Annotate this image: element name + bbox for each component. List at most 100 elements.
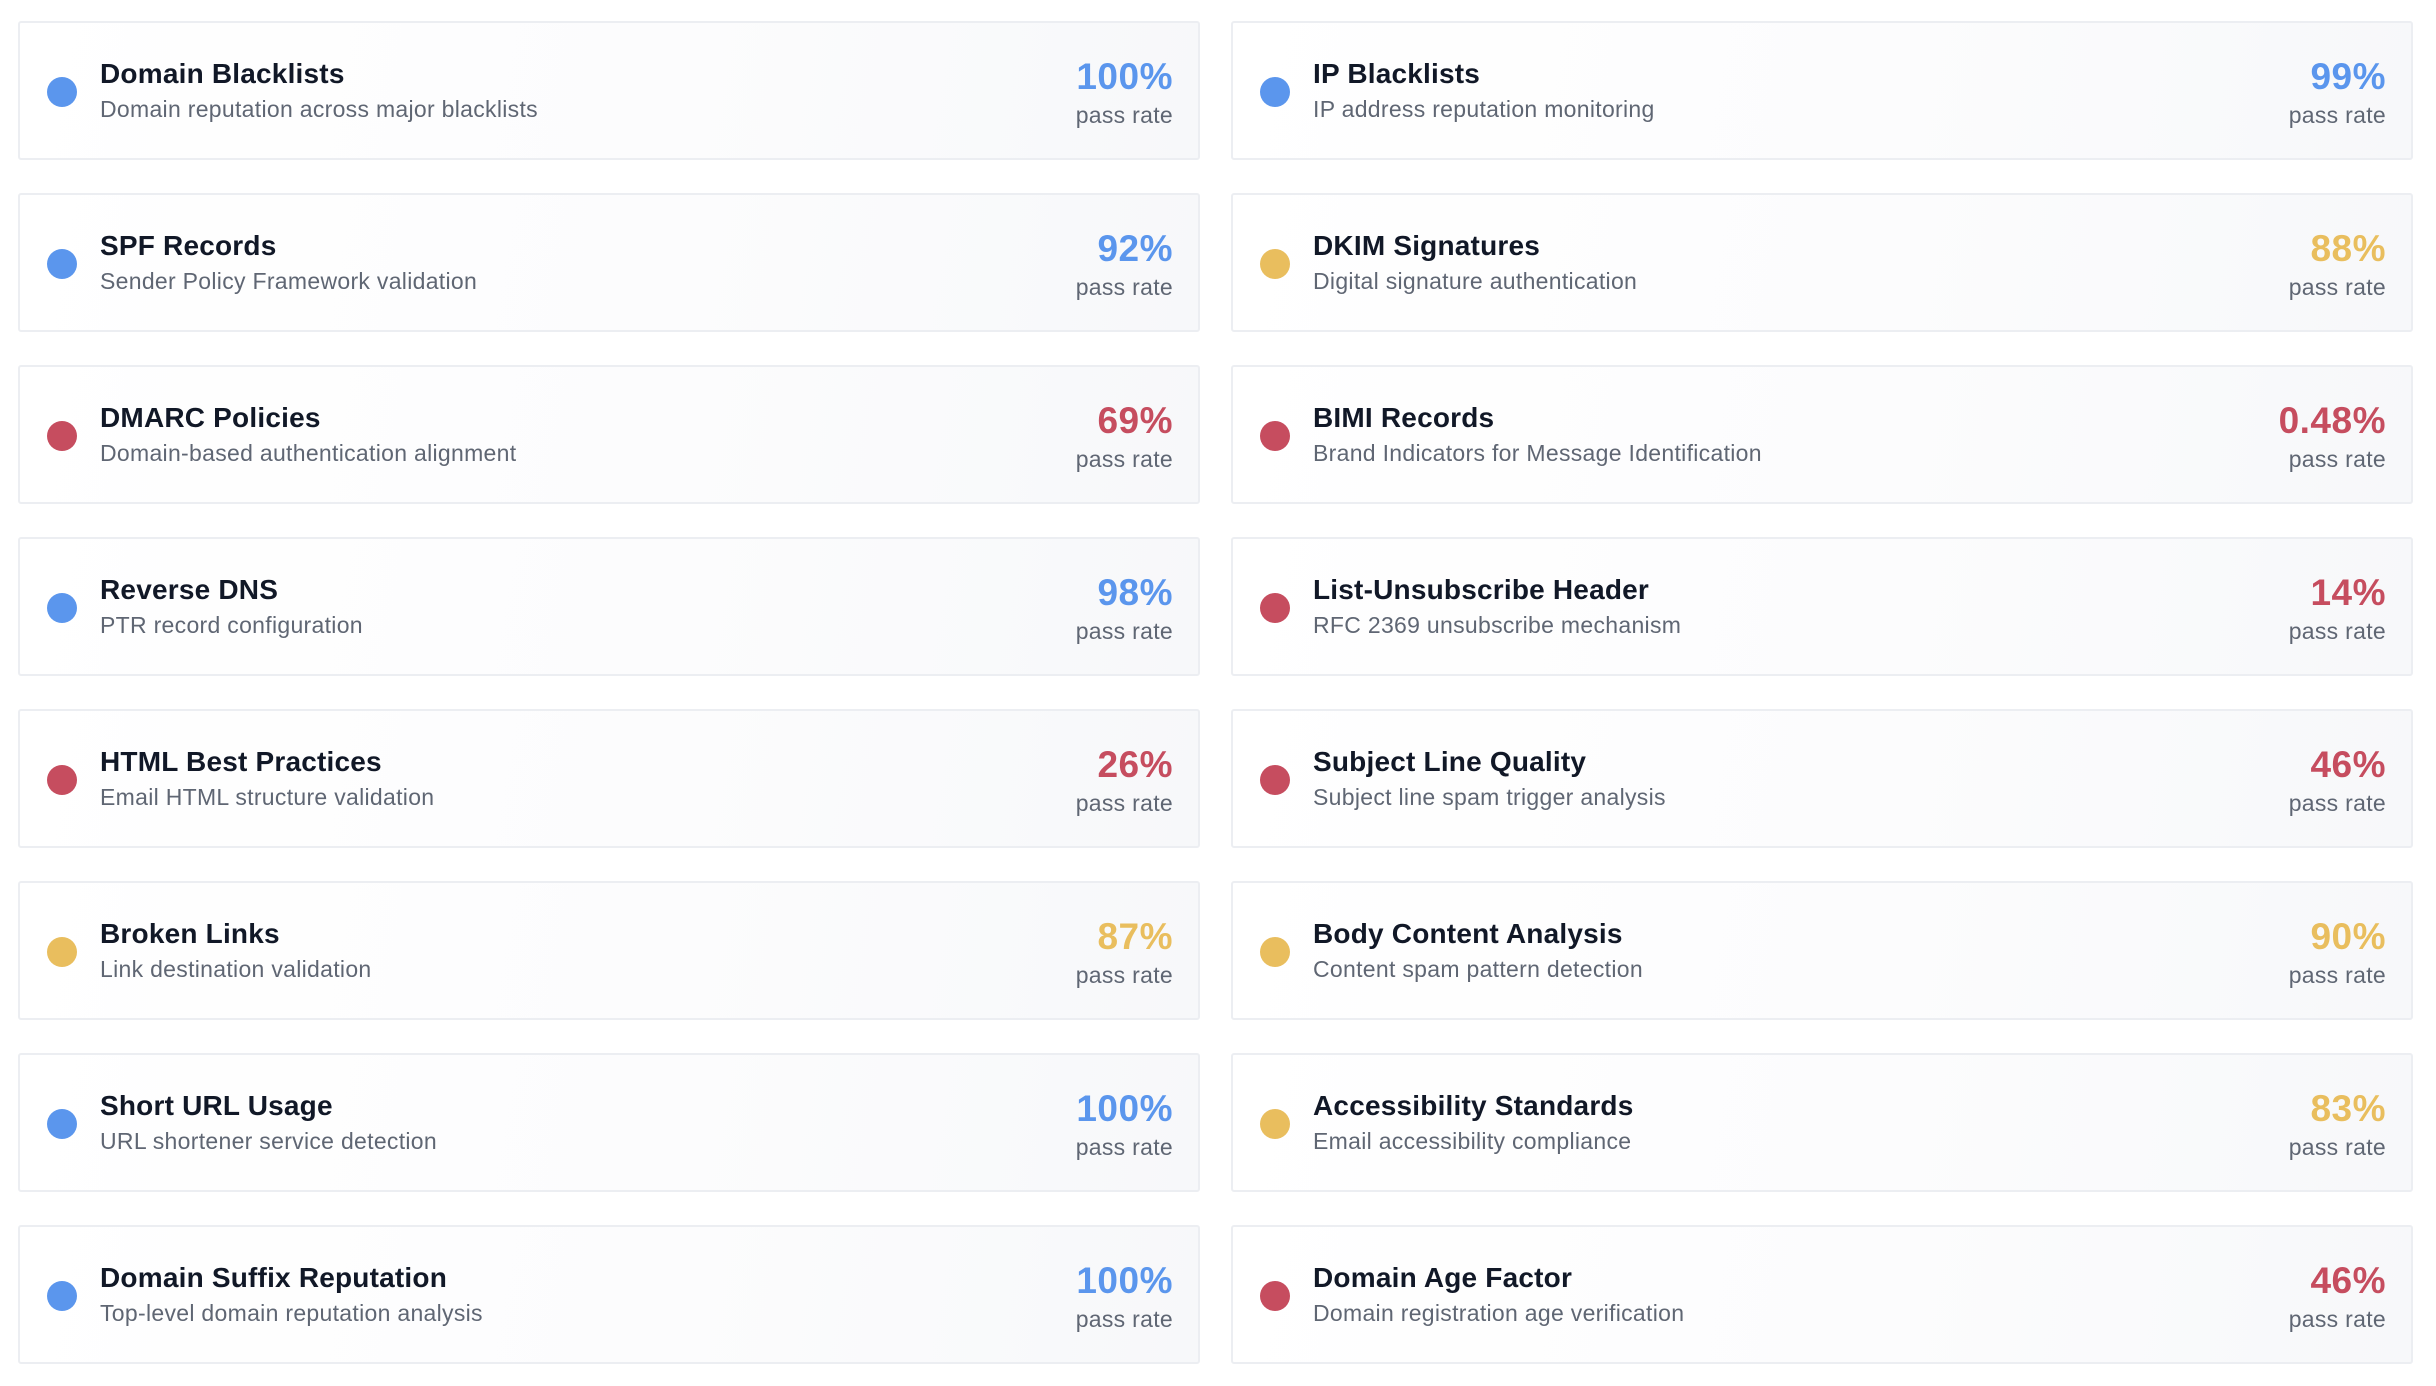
check-card[interactable]: Broken Links Link destination validation… — [18, 881, 1200, 1020]
check-metric: 46% pass rate — [2289, 1260, 2386, 1334]
pass-rate-label: pass rate — [1075, 101, 1173, 128]
pass-rate-label: pass rate — [1075, 1305, 1173, 1332]
status-dot-icon — [1260, 248, 1290, 279]
pass-rate-value: 99% — [2310, 55, 2386, 97]
status-dot-icon — [1260, 1280, 1290, 1311]
check-title: BIMI Records — [1313, 401, 1495, 433]
pass-rate-value: 0.48% — [2278, 399, 2386, 441]
check-card[interactable]: Reverse DNS PTR record configuration 98%… — [18, 537, 1200, 676]
check-text-group: HTML Best Practices Email HTML structure… — [100, 745, 1076, 813]
check-card[interactable]: Body Content Analysis Content spam patte… — [1231, 881, 2413, 1020]
check-description: RFC 2369 unsubscribe mechanism — [1313, 611, 1682, 638]
pass-rate-value: 83% — [2310, 1087, 2386, 1129]
status-dot-icon — [47, 764, 77, 795]
check-card[interactable]: Accessibility Standards Email accessibil… — [1231, 1053, 2413, 1192]
pass-rate-value: 98% — [1097, 571, 1173, 613]
check-description: Subject line spam trigger analysis — [1313, 783, 1666, 810]
check-metric: 90% pass rate — [2289, 916, 2386, 990]
check-metric: 100% pass rate — [1076, 1260, 1173, 1334]
pass-rate-value: 100% — [1076, 1259, 1173, 1301]
status-dot-icon — [1260, 420, 1290, 451]
check-description: Domain-based authentication alignment — [100, 439, 517, 466]
pass-rate-value: 26% — [1097, 743, 1173, 785]
check-card[interactable]: DMARC Policies Domain-based authenticati… — [18, 365, 1200, 504]
pass-rate-value: 92% — [1097, 227, 1173, 269]
status-dot-icon — [1260, 76, 1290, 107]
check-title: Subject Line Quality — [1313, 745, 1587, 777]
status-dot-icon — [1260, 1108, 1290, 1139]
check-metric: 26% pass rate — [1076, 744, 1173, 818]
status-dot-icon — [47, 1108, 77, 1139]
check-metric: 87% pass rate — [1076, 916, 1173, 990]
check-card[interactable]: List-Unsubscribe Header RFC 2369 unsubsc… — [1231, 537, 2413, 676]
status-dot-icon — [47, 76, 77, 107]
status-dot-icon — [1260, 936, 1290, 967]
status-dot-icon — [47, 1280, 77, 1311]
check-text-group: Body Content Analysis Content spam patte… — [1313, 917, 2289, 985]
status-dot-icon — [47, 248, 77, 279]
check-card[interactable]: BIMI Records Brand Indicators for Messag… — [1231, 365, 2413, 504]
check-text-group: IP Blacklists IP address reputation moni… — [1313, 57, 2289, 125]
check-title: Reverse DNS — [100, 573, 279, 605]
check-card[interactable]: Short URL Usage URL shortener service de… — [18, 1053, 1200, 1192]
check-title: DMARC Policies — [100, 401, 321, 433]
check-card[interactable]: HTML Best Practices Email HTML structure… — [18, 709, 1200, 848]
check-description: Email accessibility compliance — [1313, 1127, 1632, 1154]
check-title: IP Blacklists — [1313, 57, 1481, 89]
pass-rate-value: 46% — [2310, 1259, 2386, 1301]
check-metric: 92% pass rate — [1076, 228, 1173, 302]
check-description: Content spam pattern detection — [1313, 955, 1643, 982]
pass-rate-label: pass rate — [1075, 617, 1173, 644]
check-description: Brand Indicators for Message Identificat… — [1313, 439, 1762, 466]
check-metric: 0.48% pass rate — [2279, 400, 2386, 474]
check-metric: 100% pass rate — [1076, 56, 1173, 130]
pass-rate-value: 100% — [1076, 55, 1173, 97]
pass-rate-label: pass rate — [2288, 101, 2386, 128]
check-description: Digital signature authentication — [1313, 267, 1638, 294]
check-title: DKIM Signatures — [1313, 229, 1541, 261]
check-text-group: Reverse DNS PTR record configuration — [100, 573, 1076, 641]
check-metric: 99% pass rate — [2289, 56, 2386, 130]
pass-rate-value: 69% — [1097, 399, 1173, 441]
check-description: IP address reputation monitoring — [1313, 95, 1655, 122]
check-metric: 46% pass rate — [2289, 744, 2386, 818]
pass-rate-value: 88% — [2310, 227, 2386, 269]
check-card[interactable]: Domain Suffix Reputation Top-level domai… — [18, 1225, 1200, 1364]
check-title: SPF Records — [100, 229, 277, 261]
check-description: URL shortener service detection — [100, 1127, 437, 1154]
check-title: Domain Blacklists — [100, 57, 345, 89]
check-title: Body Content Analysis — [1313, 917, 1623, 949]
check-text-group: DKIM Signatures Digital signature authen… — [1313, 229, 2289, 297]
pass-rate-label: pass rate — [2288, 1133, 2386, 1160]
pass-rate-label: pass rate — [1075, 273, 1173, 300]
check-card[interactable]: Domain Age Factor Domain registration ag… — [1231, 1225, 2413, 1364]
check-title: Accessibility Standards — [1313, 1089, 1634, 1121]
check-description: Sender Policy Framework validation — [100, 267, 478, 294]
check-title: Domain Suffix Reputation — [100, 1261, 448, 1293]
check-card[interactable]: Domain Blacklists Domain reputation acro… — [18, 21, 1200, 160]
pass-rate-value: 46% — [2310, 743, 2386, 785]
pass-rate-value: 100% — [1076, 1087, 1173, 1129]
status-dot-icon — [47, 936, 77, 967]
check-title: List-Unsubscribe Header — [1313, 573, 1650, 605]
status-dot-icon — [47, 592, 77, 623]
check-description: Link destination validation — [100, 955, 372, 982]
check-metric: 69% pass rate — [1076, 400, 1173, 474]
pass-rate-label: pass rate — [1075, 961, 1173, 988]
check-description: Email HTML structure validation — [100, 783, 435, 810]
check-metric: 14% pass rate — [2289, 572, 2386, 646]
check-card[interactable]: SPF Records Sender Policy Framework vali… — [18, 193, 1200, 332]
check-description: Domain registration age verification — [1313, 1299, 1685, 1326]
pass-rate-label: pass rate — [2288, 789, 2386, 816]
check-card[interactable]: DKIM Signatures Digital signature authen… — [1231, 193, 2413, 332]
check-title: HTML Best Practices — [100, 745, 382, 777]
status-dot-icon — [47, 420, 77, 451]
check-card[interactable]: Subject Line Quality Subject line spam t… — [1231, 709, 2413, 848]
check-metric: 100% pass rate — [1076, 1088, 1173, 1162]
pass-rate-label: pass rate — [2288, 273, 2386, 300]
check-card[interactable]: IP Blacklists IP address reputation moni… — [1231, 21, 2413, 160]
check-title: Broken Links — [100, 917, 280, 949]
check-metric: 98% pass rate — [1076, 572, 1173, 646]
pass-rate-value: 14% — [2310, 571, 2386, 613]
pass-rate-label: pass rate — [2288, 617, 2386, 644]
